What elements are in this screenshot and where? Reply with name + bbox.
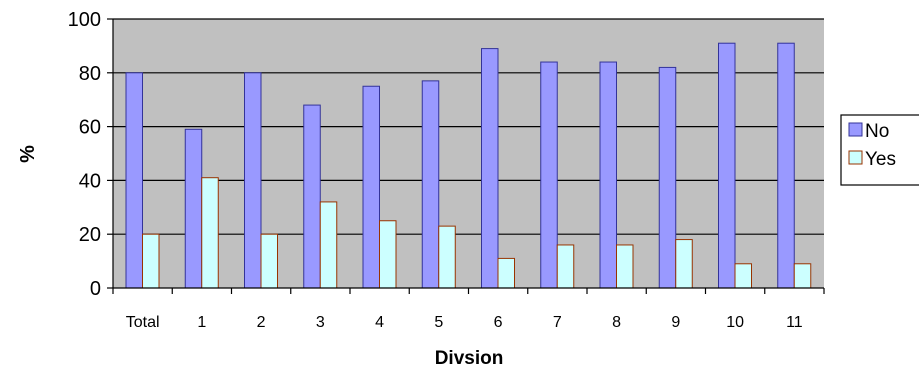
bar-no-1 — [184, 128, 203, 289]
bar-no-4 — [362, 85, 380, 289]
bar-yes-7 — [556, 244, 575, 289]
x-tick-label: 5 — [434, 314, 443, 331]
bar-no-2 — [244, 72, 262, 289]
x-tick-labels: Total 1 2 3 4 5 6 7 8 9 10 11 — [126, 314, 803, 331]
bar-no-7 — [540, 61, 558, 289]
bar-no-8 — [599, 61, 617, 289]
bar-yes-total — [142, 233, 160, 289]
axes — [107, 18, 825, 294]
plot-area — [113, 19, 824, 288]
y-tick-label: 100 — [68, 9, 101, 31]
bar-no-9 — [658, 66, 677, 289]
legend-swatch-yes — [848, 150, 863, 165]
bar-yes-8 — [616, 244, 634, 289]
x-tick-label: 9 — [671, 314, 680, 331]
y-axis-title: % — [17, 145, 39, 163]
x-tick-label: 11 — [786, 314, 803, 331]
bar-yes-2 — [260, 233, 278, 289]
bar-no-3 — [303, 104, 321, 289]
bar-yes-4 — [379, 220, 397, 289]
x-tick-label: 1 — [197, 314, 206, 331]
bar-no-11 — [777, 42, 795, 289]
x-tick-label: Total — [126, 314, 160, 331]
bar-yes-10 — [734, 263, 752, 289]
y-tick-labels: 0 20 40 60 80 100 — [68, 9, 101, 300]
bar-yes-6 — [497, 257, 515, 289]
legend: No Yes — [840, 114, 919, 186]
x-tick-label: 2 — [257, 314, 266, 331]
y-tick-label: 40 — [79, 170, 101, 192]
bar-no-5 — [421, 80, 440, 289]
bar-yes-11 — [793, 263, 812, 289]
bar-no-10 — [718, 42, 736, 289]
x-tick-label: 6 — [494, 314, 503, 331]
gridlines — [113, 18, 824, 235]
legend-label-no: No — [865, 121, 889, 142]
x-axis-title: Divsion — [435, 348, 504, 369]
bars — [125, 42, 812, 289]
x-tick-label: 7 — [553, 314, 562, 331]
y-tick-label: 20 — [79, 224, 101, 246]
bar-yes-3 — [319, 201, 338, 289]
x-tick-label: 3 — [316, 314, 325, 331]
x-tick-label: 10 — [726, 314, 744, 331]
bar-yes-9 — [675, 239, 693, 289]
bar-yes-1 — [201, 177, 219, 289]
bar-yes-5 — [438, 225, 456, 289]
legend-label-yes: Yes — [865, 149, 896, 170]
legend-swatch-no — [848, 122, 863, 137]
bar-no-6 — [481, 48, 499, 289]
x-tick-label: 8 — [612, 314, 621, 331]
bar-no-total — [125, 72, 143, 289]
y-tick-label: 60 — [79, 117, 101, 139]
y-tick-label: 0 — [90, 278, 101, 300]
x-tick-label: 4 — [375, 314, 384, 331]
y-tick-label: 80 — [79, 63, 101, 85]
